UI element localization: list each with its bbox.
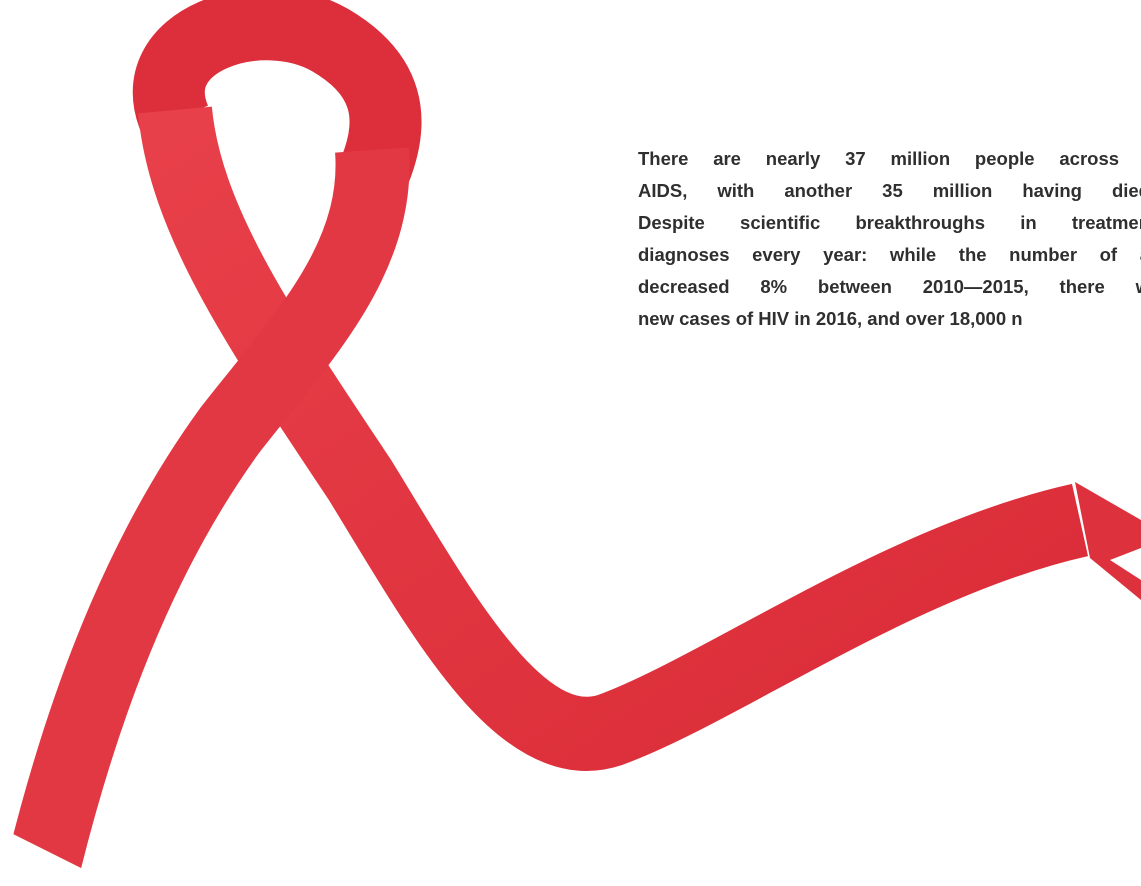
- ribbon-loop: [132, 0, 422, 184]
- ribbon-left-cut: [0, 830, 85, 886]
- text-line: AIDS, with another 35 million having die…: [638, 180, 1141, 201]
- text-line: diagnoses every year: while the number o…: [638, 244, 1141, 265]
- ribbon-left-strand: [9, 147, 410, 869]
- ribbon-notch: [1110, 548, 1141, 580]
- text-line: There are nearly 37 million people acros…: [638, 148, 1141, 169]
- text-line: new cases of HIV in 2016, and over 18,00…: [638, 308, 1023, 329]
- text-line: Despite scientific breakthroughs in trea…: [638, 212, 1141, 233]
- ribbon-right-tail: [1075, 482, 1141, 600]
- paragraph: There are nearly 37 million people acros…: [638, 143, 1141, 335]
- text-line: decreased 8% between 2010—2015, there w: [638, 276, 1141, 297]
- ribbon-right-strand: [138, 105, 1089, 771]
